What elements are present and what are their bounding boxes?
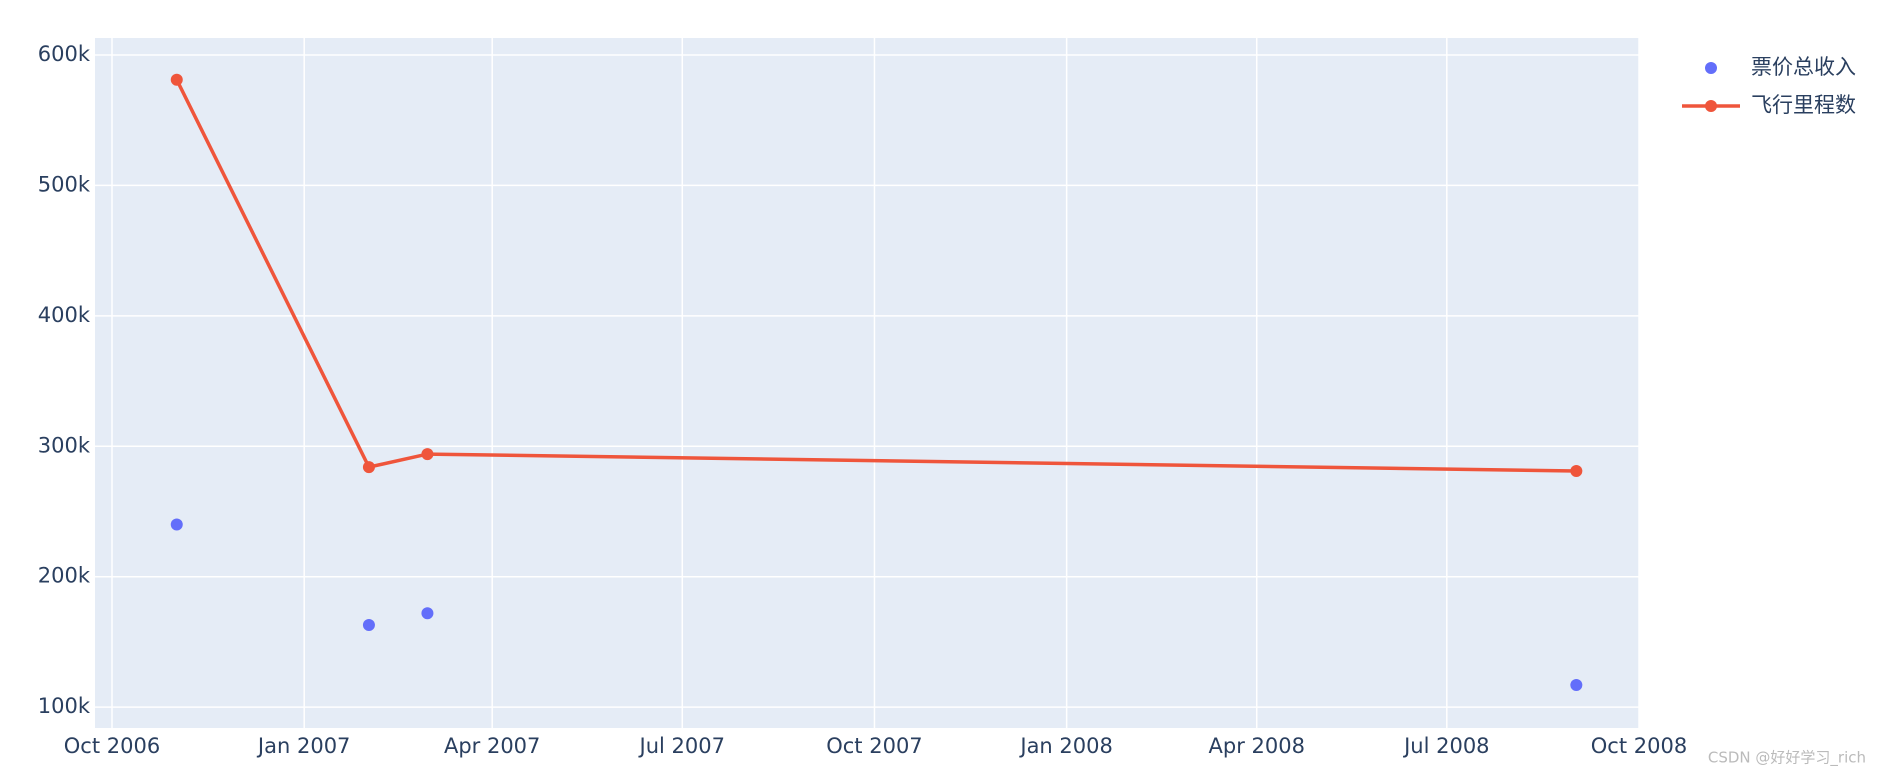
data-point [170, 73, 183, 86]
x-tick-label: Jul 2007 [638, 734, 725, 758]
y-tick-label: 300k [38, 433, 91, 457]
data-point [421, 607, 434, 620]
data-point [362, 618, 375, 631]
x-tick-label: Jan 2008 [1018, 734, 1113, 758]
x-tick-label: Oct 2008 [1591, 734, 1687, 758]
x-tick-label: Jul 2008 [1402, 734, 1489, 758]
y-tick-label: 400k [38, 303, 91, 327]
data-point [362, 461, 375, 474]
plot-background [95, 38, 1639, 728]
y-tick-label: 600k [38, 42, 91, 66]
series-line [175, 78, 1577, 473]
y-tick-label: 500k [38, 172, 91, 196]
data-point [170, 518, 183, 531]
x-tick-label: Apr 2007 [444, 734, 540, 758]
legend-marker [1705, 100, 1717, 112]
y-tick-label: 200k [38, 564, 91, 588]
legend-label: 飞行里程数 [1751, 93, 1856, 117]
y-tick-label: 100k [38, 694, 91, 718]
x-tick-label: Oct 2007 [826, 734, 922, 758]
x-tick-label: Oct 2006 [64, 734, 160, 758]
legend-marker [1705, 62, 1717, 74]
x-tick-label: Apr 2008 [1209, 734, 1305, 758]
watermark: CSDN @好好学习_rich [1708, 749, 1866, 768]
x-tick-label: Jan 2007 [256, 734, 351, 758]
data-point [1570, 465, 1583, 478]
legend-label: 票价总收入 [1751, 55, 1856, 79]
data-point [1570, 678, 1583, 691]
data-point [421, 448, 434, 461]
